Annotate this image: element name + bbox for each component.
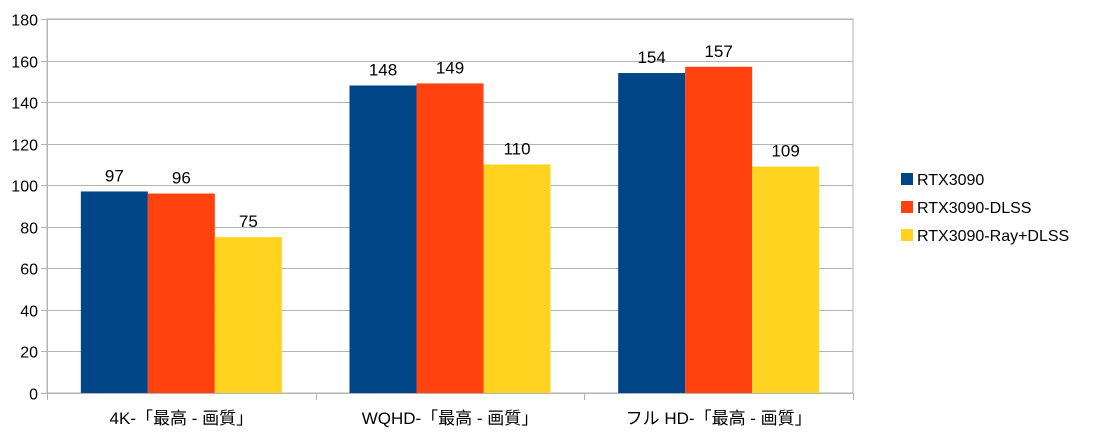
legend-label: RTX3090-Ray+DLSS [917, 228, 1069, 245]
bar [349, 85, 417, 393]
bar [483, 164, 551, 393]
bar [752, 166, 820, 393]
data-label: 148 [369, 60, 397, 79]
data-label: 110 [503, 139, 530, 158]
y-tick-label: 120 [11, 138, 38, 155]
legend-swatch [901, 201, 913, 213]
y-tick-label: 0 [29, 387, 38, 404]
data-label: 157 [704, 42, 732, 61]
data-label: 154 [637, 48, 665, 67]
y-tick-label: 140 [11, 96, 38, 113]
y-axis-ticks: 0 20 40 60 80 100 120 140 160 180 [11, 13, 47, 404]
data-labels: 97 96 75 148 149 110 154 157 109 [105, 42, 800, 231]
legend-label: RTX3090-DLSS [917, 200, 1031, 217]
bars [80, 66, 820, 394]
bar [214, 237, 282, 393]
y-tick-label: 100 [11, 179, 38, 196]
y-tick-label: 60 [20, 262, 38, 279]
y-tick-label: 80 [20, 221, 38, 238]
y-tick-label: 160 [11, 55, 38, 72]
bar [685, 66, 753, 394]
data-label: 149 [436, 58, 464, 77]
bar [416, 83, 484, 394]
data-label: 109 [771, 142, 799, 161]
y-tick-label: 20 [20, 345, 38, 362]
bar [618, 73, 686, 394]
legend-swatch [901, 229, 913, 241]
x-category-label: WQHD-「最高 - 画質」 [362, 409, 539, 428]
y-tick-label: 180 [11, 13, 38, 30]
legend: RTX3090 RTX3090-DLSS RTX3090-Ray+DLSS [901, 172, 1069, 245]
bar [80, 191, 148, 393]
data-label: 97 [105, 166, 124, 185]
data-label: 75 [239, 212, 258, 231]
bar [147, 193, 215, 393]
axes [47, 19, 854, 400]
x-category-label: 4K-「最高 - 画質」 [110, 409, 254, 428]
y-tick-label: 40 [20, 304, 38, 321]
data-label: 96 [172, 169, 191, 188]
legend-swatch [901, 173, 913, 185]
legend-label: RTX3090 [917, 172, 984, 189]
x-category-label: フル HD-「最高 - 画質」 [626, 409, 812, 428]
x-axis-categories: 4K-「最高 - 画質」 WQHD-「最高 - 画質」 フル HD-「最高 - 画質… [110, 409, 812, 428]
